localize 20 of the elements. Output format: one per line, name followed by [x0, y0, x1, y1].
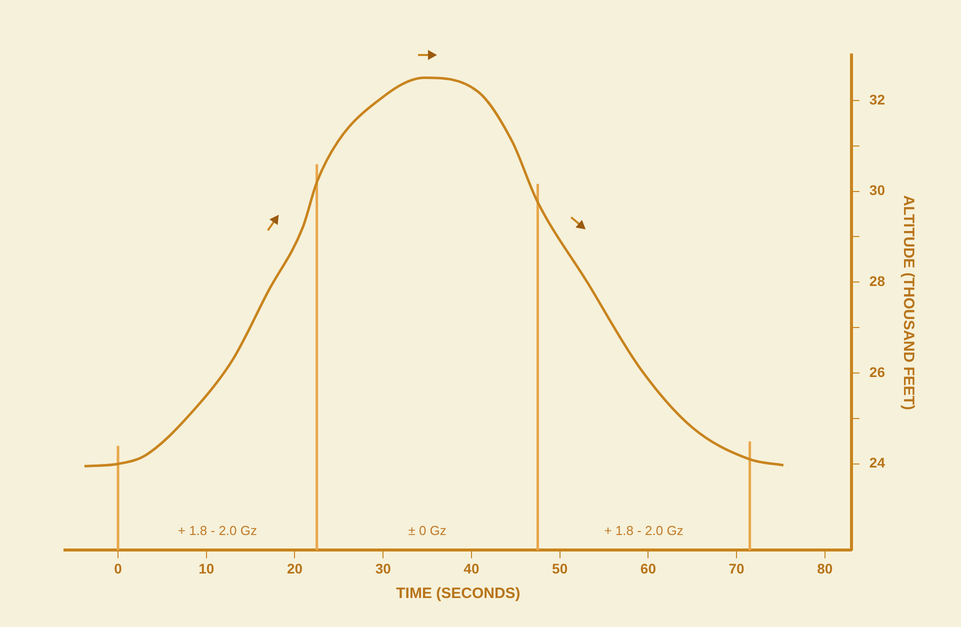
y-tick-label: 30	[869, 182, 886, 198]
y-tick-label: 28	[869, 273, 886, 290]
annotation: + 1.8 - 2.0 Gz	[178, 522, 257, 538]
x-tick-label: 0	[114, 560, 122, 576]
x-tick-label: 50	[552, 560, 568, 576]
y-tick-label: 32	[869, 91, 886, 108]
x-axis-title: TIME (SECONDS)	[396, 585, 520, 602]
x-tick-label: 10	[198, 560, 214, 576]
line-series	[83, 76, 785, 468]
annotation: + 1.8 - 2.0 Gz	[604, 522, 684, 538]
x-tick-label: 70	[728, 560, 745, 576]
x-tick-label: 30	[375, 560, 392, 576]
x-tick-label: 40	[464, 560, 480, 576]
x-tick-label: 60	[640, 560, 656, 576]
x-tick-label: 80	[817, 560, 833, 576]
y-axis-title: ALTITUDE (THOUSAND FEET)	[900, 195, 917, 410]
y-tick-label: 26	[869, 364, 886, 380]
y-tick-label: 24	[869, 454, 886, 471]
annotation: ± 0 Gz	[408, 522, 446, 538]
x-tick-label: 20	[286, 560, 303, 576]
